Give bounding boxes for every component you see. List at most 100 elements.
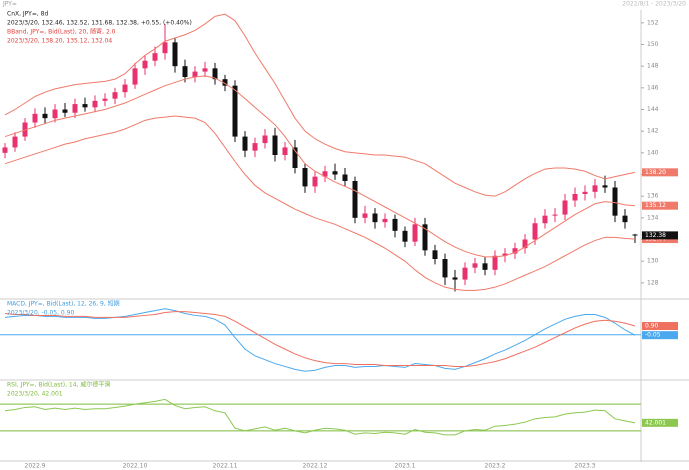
candle-body [302,168,308,187]
candle-body [352,181,358,218]
candle-body [422,224,428,251]
last-value-flag [642,168,678,177]
candle-body [452,277,458,280]
candle-body [222,79,228,86]
candle-body [142,60,148,69]
candle-body [172,42,178,67]
y-tick-label: 128 [647,279,659,286]
candle-body [312,176,318,187]
x-tick-label: 2022.12 [303,463,328,470]
candle-body [382,218,388,223]
candle-body [92,100,98,108]
candle-body [332,171,338,175]
last-value-label: 135.12 [645,202,666,209]
y-tick-label: 140 [647,149,659,156]
x-tick-label: 2022.10 [123,463,148,470]
candle-body [472,263,478,268]
candle-body [112,92,118,99]
y-tick-label: 134 [647,214,659,221]
candle-body [532,223,538,240]
candle-body [292,147,298,168]
legend-text: 2023/3/20, 132.46, 132.52, 131.68, 132.3… [7,20,192,27]
date-range: 2022/8/1 - 2023/3/20 [622,1,686,8]
candle-body [612,187,618,216]
y-tick-label: 142 [647,128,659,135]
candle-body [372,213,378,223]
last-value-label: -0.05 [645,332,661,339]
candle-body [412,224,418,242]
candle-body [482,263,488,270]
candle-body [502,253,508,256]
candle-body [562,200,568,215]
legend-text: RSI, JPY=, Bid(Last), 14, 威尔德平滑 [7,381,110,389]
candle-body [282,147,288,155]
candle-body [592,185,598,192]
last-value-flag [642,322,678,331]
candle-body [22,122,28,137]
series-line [4,398,636,436]
last-value-label: 138.20 [645,169,666,176]
y-tick-label: 146 [647,84,659,91]
candle-body [512,248,518,254]
candle-body [32,113,38,123]
candle-body [232,85,238,137]
candle-body [392,218,398,231]
candle-body [152,53,158,61]
candle-body [162,42,168,54]
legend-text: 2023/3/20, 42.001 [7,391,63,398]
y-tick-label: 130 [647,258,659,265]
candle-body [602,185,608,188]
candle-body [242,136,248,151]
last-value-flag [642,201,678,210]
candle-body [552,214,558,216]
candle-body [362,213,368,218]
candle-body [432,250,438,259]
candle-body [202,68,208,72]
candle-body [272,135,278,155]
legend-text: 2023/3/20, -0.05, 0.90 [7,310,74,317]
candle-body [62,109,68,113]
legend-text: MACD, JPY=, Bid(Last), 12, 26, 9, 短期 [7,300,120,308]
x-tick-label: 2023.1 [395,463,416,470]
candle-body [42,113,48,119]
y-tick-label: 136 [647,193,659,200]
candle-body [52,109,58,119]
last-value-flag [642,231,678,240]
candle-body [462,267,468,280]
candle-body [632,234,638,236]
legend-text: CnX, JPY=, 8d [7,11,48,18]
candle-body [132,68,138,85]
candle-body [442,259,448,278]
candle-body [322,171,328,177]
x-tick-label: 2023.3 [575,463,596,470]
last-value-flag [642,331,678,340]
x-tick-label: 2022.11 [213,463,238,470]
series-line [4,75,636,258]
candle-body [12,136,18,148]
y-tick-label: 150 [647,41,659,48]
candle-body [212,68,218,80]
y-tick-label: 152 [647,19,659,26]
candle-body [72,104,78,113]
y-tick-label: 144 [647,106,659,113]
header: JPY= [2,1,17,8]
candle-body [402,230,408,242]
candle-body [572,194,578,201]
candle-body [582,191,588,194]
candle-body [342,174,348,181]
candle-body [522,239,528,249]
candle-body [182,66,188,77]
last-value-label: 42.001 [645,419,666,426]
candle-body [192,71,198,77]
series-line [4,311,636,367]
candle-body [122,84,128,93]
candle-body [542,215,548,224]
y-tick-label: 148 [647,63,659,70]
candle-body [2,147,8,153]
x-tick-label: 2022.9 [25,463,46,470]
candle-body [492,255,498,270]
last-value-label: 0.90 [645,323,659,330]
candle-body [262,135,268,144]
